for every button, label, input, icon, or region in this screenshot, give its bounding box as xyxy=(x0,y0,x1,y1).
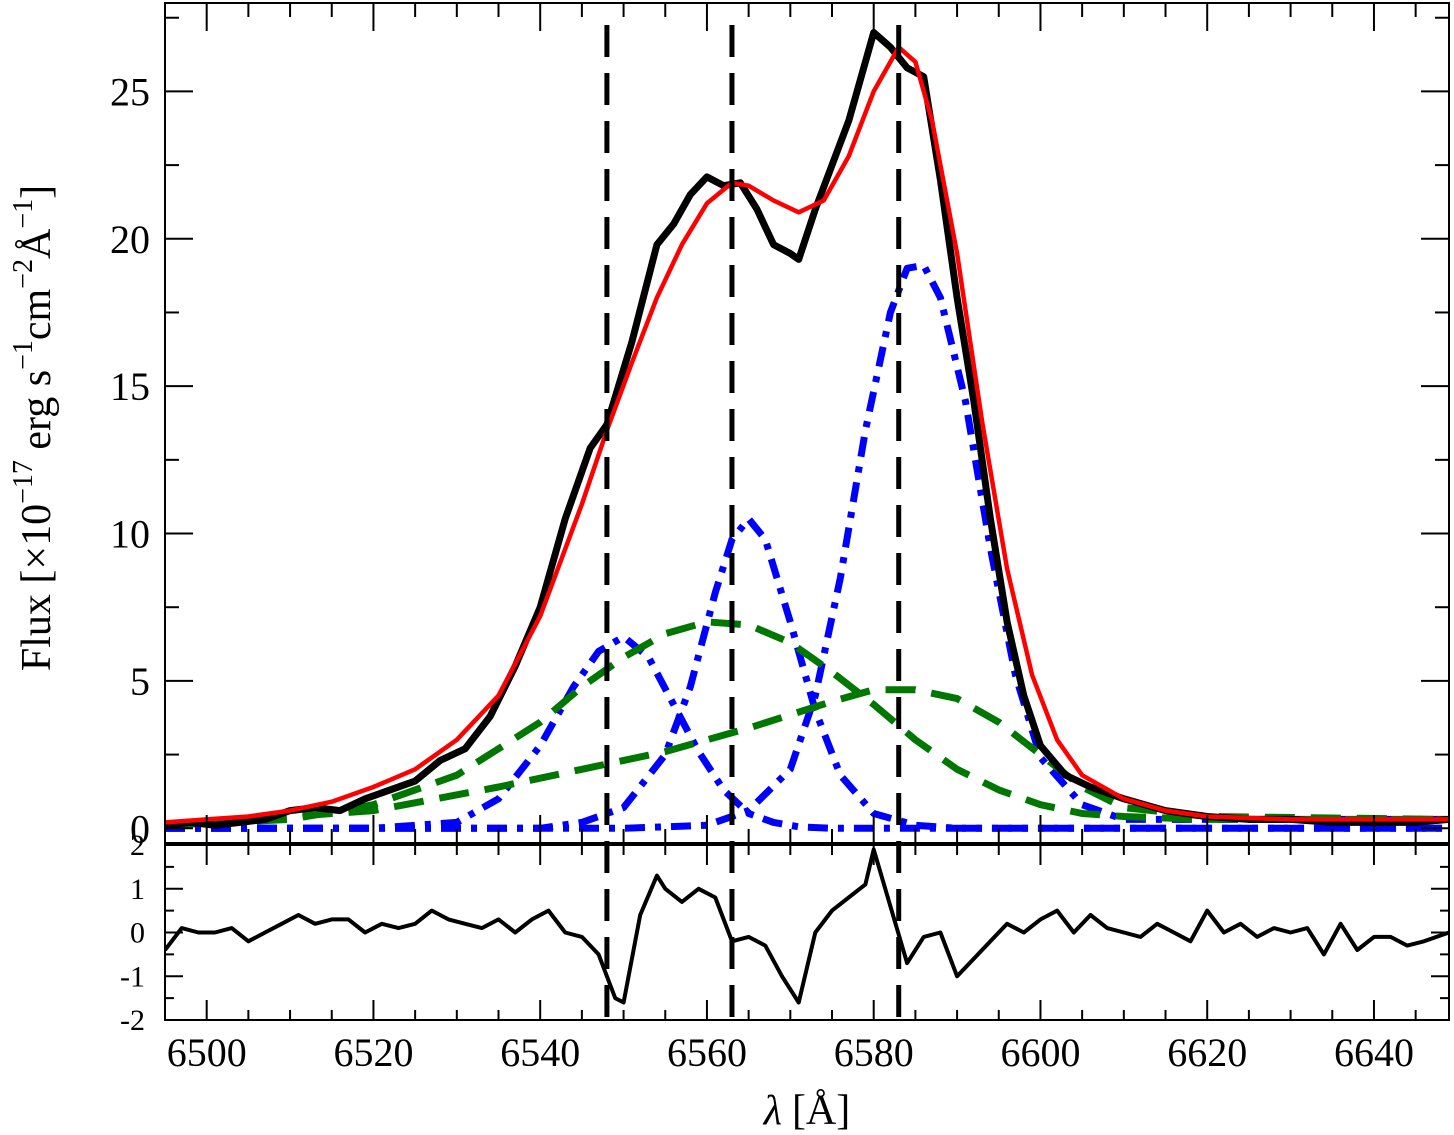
xtick-label: 6520 xyxy=(333,1030,413,1075)
x-axis-title: λ [Å] xyxy=(762,1088,851,1134)
main-panel-frame xyxy=(164,2,1450,844)
residual-plot-area xyxy=(165,847,1449,1005)
series-broad-component-2 xyxy=(165,686,1449,829)
y-title-exp1: −17 xyxy=(8,460,39,504)
y-title-mid3: Å xyxy=(14,228,60,259)
series-residual xyxy=(165,847,1449,1005)
x-title-symbol: λ xyxy=(762,1088,782,1134)
xtick-label: 6580 xyxy=(834,1030,914,1075)
y-title-mid1: erg s xyxy=(14,370,60,460)
series-broad-component-1 xyxy=(165,618,1449,829)
xtick-label: 6600 xyxy=(1000,1030,1080,1075)
main-ytick-label: 5 xyxy=(130,659,150,704)
series-narrow-component-6563 xyxy=(165,515,1449,832)
y-title-suffix: ] xyxy=(14,185,60,199)
res-ytick-label: -1 xyxy=(120,960,145,993)
xtick-label: 6500 xyxy=(167,1030,247,1075)
xtick-label: 6640 xyxy=(1334,1030,1414,1075)
main-panel: 0 5 10 15 20 25 xyxy=(110,2,1450,851)
main-ytick-label: 15 xyxy=(110,364,150,409)
res-ytick-label: 0 xyxy=(130,917,145,950)
res-ytick-label: 1 xyxy=(130,873,145,906)
x-title-unit: [Å] xyxy=(792,1088,850,1134)
x-axis-ticks: 6500 6520 6540 6560 6580 6600 6620 6640 xyxy=(164,3,1417,1075)
residual-panel-frame xyxy=(164,844,1450,1021)
y-title-prefix: Flux [×10 xyxy=(14,504,60,671)
main-ytick-label: 10 xyxy=(110,512,150,557)
series-narrow-component-6548 xyxy=(165,633,1449,832)
main-plot-area xyxy=(165,29,1449,832)
res-ytick-label: -2 xyxy=(120,1004,145,1037)
main-ytick-label: 0 xyxy=(130,806,150,851)
series-narrow-component-6583 xyxy=(165,261,1449,832)
residual-y-ticks: -2 -1 0 1 2 xyxy=(120,829,1449,1037)
y-title-exp2: −1 xyxy=(8,340,39,370)
y-title-mid2: cm xyxy=(14,288,60,340)
series-observed xyxy=(165,29,1449,829)
res-ytick-label: 2 xyxy=(130,829,145,862)
xtick-label: 6560 xyxy=(667,1030,747,1075)
main-y-ticks: 0 5 10 15 20 25 xyxy=(110,16,1449,851)
y-axis-title: Flux [×10−17 erg s−1cm−2Å−1] xyxy=(8,185,60,671)
y-title-exp3: −2 xyxy=(8,259,39,289)
main-ytick-label: 25 xyxy=(110,69,150,114)
main-ytick-label: 20 xyxy=(110,217,150,262)
residual-panel: -2 -1 0 1 2 xyxy=(120,829,1450,1037)
xtick-label: 6620 xyxy=(1167,1030,1247,1075)
series-total-fit xyxy=(165,44,1449,825)
xtick-label: 6540 xyxy=(500,1030,580,1075)
y-title-exp4: −1 xyxy=(8,199,39,229)
